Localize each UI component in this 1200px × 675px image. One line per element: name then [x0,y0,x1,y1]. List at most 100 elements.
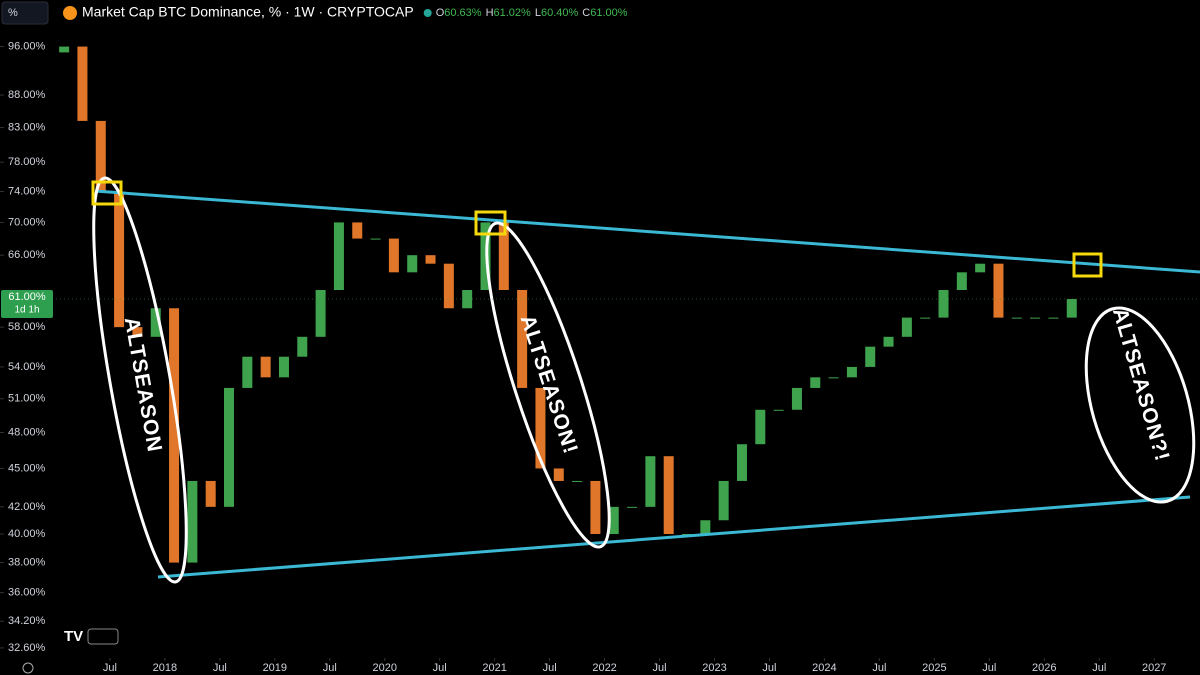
ohlc-key: O [436,7,445,19]
candle [150,308,161,337]
candle [663,456,674,535]
candle [114,191,125,328]
candle [810,377,821,388]
candle [242,356,253,388]
x-tick-label: Jul [653,662,667,674]
chart-title: Market Cap BTC Dominance, % · 1W · CRYPT… [82,4,414,20]
candle [407,255,418,273]
y-tick-label: 66.00% [8,249,46,261]
x-tick-label: 2026 [1032,662,1056,674]
y-tick-label: 74.00% [8,185,46,197]
candle [535,387,546,469]
candle [553,468,564,481]
candle [718,480,729,521]
y-tick-label: 34.20% [8,615,46,627]
candle [352,222,363,239]
x-tick-label: Jul [213,662,227,674]
candle [1048,317,1059,319]
candle [627,506,638,508]
candle [608,506,619,535]
ohlc-value: 60.40% [541,7,579,19]
candle [315,290,326,337]
candle [77,46,88,121]
ohlc-key: L [535,7,541,19]
price-tag-countdown: 1d 1h [14,305,39,316]
ohlc-value: 61.02% [494,7,532,19]
candle [1066,299,1077,318]
candle [901,317,912,337]
logo: TV [64,628,83,645]
search-text[interactable]: % [8,7,18,19]
y-tick-label: 51.00% [8,393,46,405]
ohlc-value: 60.63% [444,7,482,19]
ellipse [92,176,188,584]
x-tick-label: 2019 [263,662,287,674]
candle [572,480,583,482]
trendline [94,189,1200,274]
ohlc-key: H [486,7,494,19]
x-tick-label: 2021 [482,662,506,674]
y-tick-label: 54.00% [8,361,46,373]
candle [498,222,509,291]
candle [773,409,784,411]
candle [1011,317,1022,319]
candle [993,263,1004,318]
status-dot [423,9,432,17]
candle [975,263,986,273]
y-tick-label: 88.00% [8,89,46,101]
y-tick-label: 40.00% [8,528,46,540]
candle [169,308,180,563]
candle [920,317,931,319]
x-tick-label: 2023 [702,662,726,674]
ohlc-key: C [582,7,590,19]
y-tick-label: 70.00% [8,216,46,228]
x-tick-label: 2020 [372,662,396,674]
candle [187,480,198,563]
candle [1030,317,1041,319]
candle [645,456,656,507]
highlight-box [1072,252,1103,278]
candle [370,238,381,240]
logo-badge [87,628,119,645]
candle [846,366,857,378]
x-tick-label: 2025 [922,662,946,674]
candle [260,356,271,378]
x-tick-label: 2027 [1142,662,1166,674]
candle [865,346,876,367]
x-tick-label: Jul [982,662,996,674]
y-tick-label: 45.00% [8,462,46,474]
candle [828,377,839,379]
y-tick-label: 58.00% [8,321,46,333]
price-tag [1,290,53,319]
candle [95,120,106,192]
search-box[interactable] [1,1,49,25]
highlight-box [474,210,507,236]
candle [938,290,949,318]
price-tag-label: 61.00% [8,291,46,303]
candle [517,290,528,388]
candle [755,409,766,445]
candle [700,520,711,535]
y-tick-label: 83.00% [8,121,46,133]
candle [278,356,289,378]
x-tick-label: 2024 [812,662,836,674]
x-tick-label: Jul [433,662,447,674]
candle [590,480,601,535]
candle [425,255,436,264]
settings-icon[interactable] [22,662,34,674]
y-tick-label: 42.00% [8,501,46,513]
candle [297,336,308,357]
x-tick-label: Jul [103,662,117,674]
candle [59,46,70,53]
x-tick-label: Jul [543,662,557,674]
candle [791,387,802,410]
x-tick-label: Jul [872,662,886,674]
highlight-box [91,180,123,206]
candle [132,327,143,337]
candle [462,290,473,309]
y-tick-label: 48.00% [8,426,46,438]
ohlc-value: 61.00% [590,7,628,19]
candle [883,336,894,347]
